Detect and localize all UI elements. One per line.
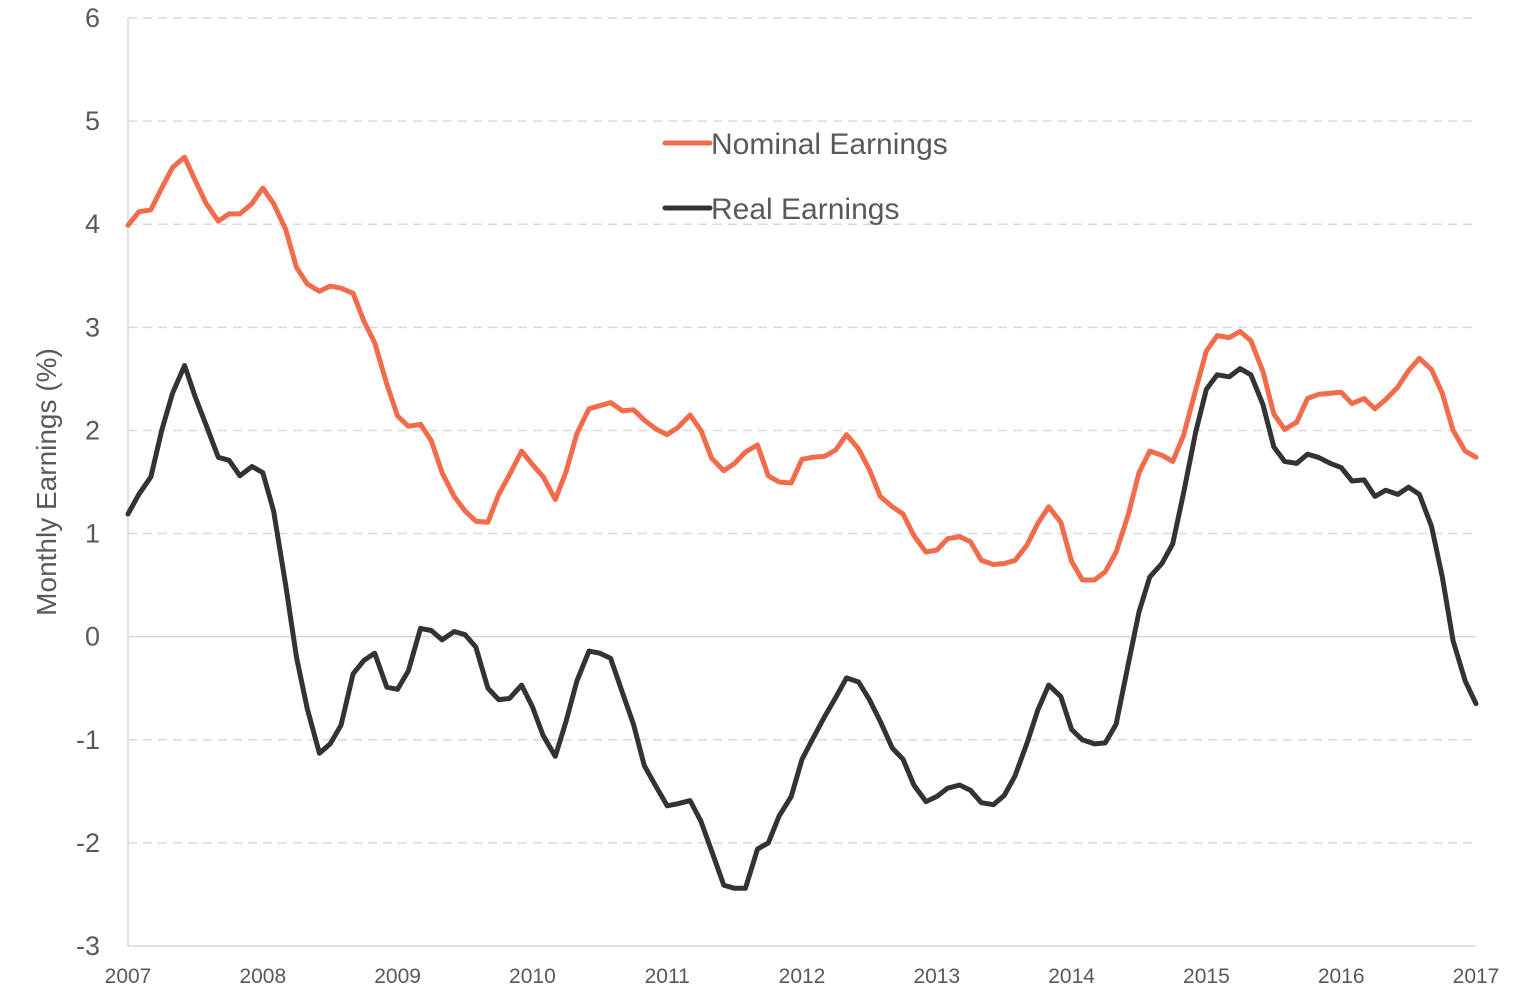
gridlines	[128, 17, 1476, 844]
y-tick-label: 3	[85, 312, 100, 342]
x-tick-label: 2016	[1318, 965, 1365, 988]
x-tick-label: 2010	[509, 965, 556, 988]
axes: -3 -2 -1 0 1 2 3 4 5 6 2007 2008 2009 2010 2011 2012 201…	[76, 3, 1499, 988]
y-tick-label: 6	[85, 3, 100, 33]
y-tick-label: -1	[76, 725, 100, 755]
x-tick-label: 2014	[1048, 965, 1095, 988]
legend: Nominal Earnings Real Earnings	[662, 128, 948, 226]
y-tick-label: 5	[85, 106, 100, 136]
series-line-real-earnings	[125, 363, 1479, 891]
y-axis-label: Monthly Earnings (%)	[31, 348, 62, 616]
series-lines	[125, 154, 1479, 891]
x-tick-label: 2011	[645, 965, 690, 988]
y-tick-label: 0	[85, 622, 100, 652]
x-tick-label: 2007	[105, 965, 152, 988]
legend-item: Nominal Earnings	[662, 128, 948, 161]
x-tick-label: 2009	[374, 965, 421, 988]
y-tick-label: 1	[85, 519, 100, 549]
x-tick-label: 2015	[1183, 965, 1230, 988]
y-tick-label: 2	[85, 415, 100, 445]
legend-label: Nominal Earnings	[711, 128, 948, 161]
y-tick-label: -2	[76, 828, 100, 858]
legend-label: Real Earnings	[711, 193, 899, 226]
x-tick-label: 2013	[913, 965, 960, 988]
x-tick-label: 2012	[779, 965, 826, 988]
x-tick-label: 2008	[239, 965, 286, 988]
y-tick-label: 4	[85, 209, 100, 239]
legend-item: Real Earnings	[662, 193, 899, 226]
y-tick-label: -3	[76, 931, 100, 961]
x-tick-label: 2017	[1453, 965, 1500, 988]
series-line-nominal-earnings	[125, 154, 1479, 583]
